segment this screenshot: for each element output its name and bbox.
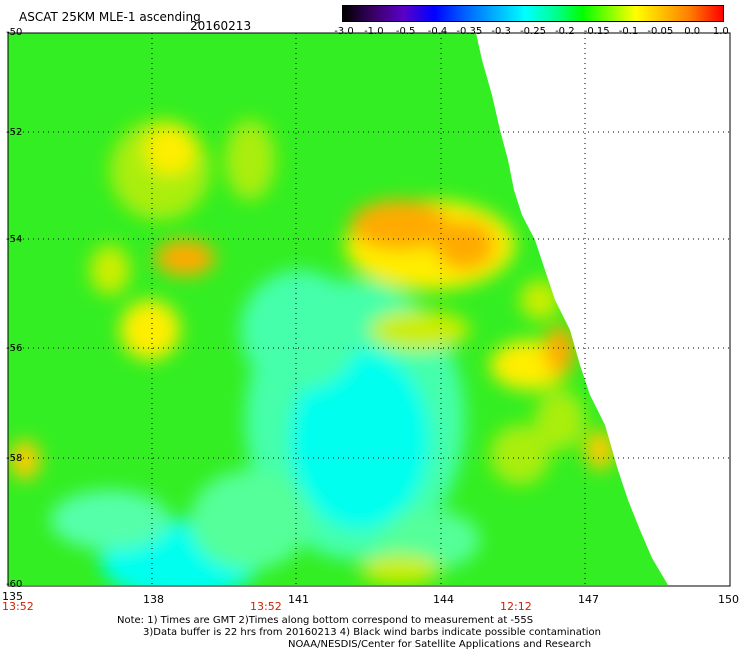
- colorbar-label: -0.05: [647, 26, 674, 37]
- note-line-1: Note: 1) Times are GMT 2)Times along bot…: [117, 615, 534, 626]
- lat-label: -58: [6, 453, 23, 464]
- grid-lines: [8, 33, 730, 586]
- time-label: 13:52: [2, 600, 34, 613]
- lon-label: 144: [433, 593, 454, 606]
- lat-label: -52: [6, 127, 23, 138]
- colorbar: [342, 5, 724, 22]
- colorbar-label: -3.0: [334, 26, 354, 37]
- colorbar-label: -0.3: [491, 26, 511, 37]
- colorbar-label: -0.4: [427, 26, 448, 37]
- colorbar-label: -1.0: [364, 26, 384, 37]
- lon-label: 150: [718, 593, 739, 606]
- map-frame: [7, 32, 731, 587]
- product-date: 20160213: [190, 19, 252, 33]
- colorbar-label: -0.2: [555, 26, 575, 37]
- lat-label: -54: [6, 234, 23, 245]
- colorbar-label: -0.5: [395, 26, 416, 37]
- note-line-3: NOAA/NESDIS/Center for Satellite Applica…: [288, 639, 592, 650]
- product-title: ASCAT 25KM MLE-1 ascending: [19, 10, 201, 24]
- lat-label: -50: [6, 27, 23, 38]
- colorbar-label: 1.0: [712, 26, 729, 37]
- time-label: 12:12: [500, 600, 532, 613]
- colorbar-label: -0.35: [456, 26, 483, 37]
- note-line-2: 3)Data buffer is 22 hrs from 20160213 4)…: [143, 627, 601, 638]
- lon-label: 141: [288, 593, 309, 606]
- lon-label: 135: [2, 590, 23, 603]
- colorbar-label: -0.25: [520, 26, 546, 37]
- lat-label: -60: [6, 579, 23, 590]
- colorbar-label: -0.1: [618, 26, 639, 37]
- colorbar-label: 0.0: [684, 26, 701, 37]
- lat-label: -56: [6, 343, 23, 354]
- lon-label: 147: [578, 593, 599, 606]
- colorbar-label: -0.15: [583, 26, 610, 37]
- lon-label: 138: [143, 593, 164, 606]
- time-label: 13:52: [250, 600, 282, 613]
